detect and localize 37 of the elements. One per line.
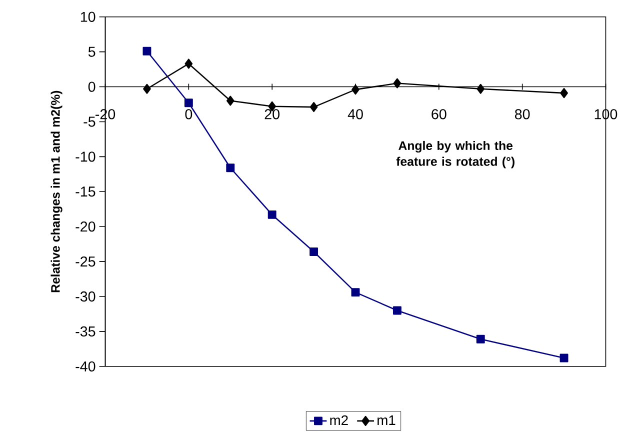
- y-tick-label: 10: [80, 12, 96, 22]
- point: [393, 78, 402, 88]
- x-tick-label: 0: [185, 109, 192, 120]
- x-tick-label: 40: [348, 109, 363, 120]
- point: [392, 306, 402, 315]
- point: [351, 288, 360, 297]
- point: [476, 334, 485, 344]
- point: [310, 248, 318, 256]
- point: [184, 98, 193, 108]
- y-axis-title: Relative changes in m1 and m2(%): [50, 90, 62, 292]
- point: [560, 354, 568, 362]
- point: [268, 210, 276, 219]
- y-tick-label: -30: [76, 291, 96, 302]
- y-tick-label: 5: [88, 46, 96, 57]
- point: [560, 88, 568, 98]
- legend-label: m1: [378, 415, 396, 425]
- point: [142, 46, 152, 56]
- x-tick-label: 80: [514, 109, 530, 120]
- y-tick-label: -35: [76, 326, 96, 337]
- point: [476, 84, 485, 94]
- point: [184, 58, 193, 69]
- y-tick-label: -40: [76, 361, 96, 372]
- x-axis-title: Angle by which the feature is rotated (°): [396, 140, 514, 168]
- point: [226, 96, 234, 106]
- x-tick-label: 20: [264, 109, 280, 120]
- y-tick-label: -20: [76, 222, 96, 232]
- y-tick-label: -15: [76, 186, 96, 197]
- y-tick-label: 0: [88, 82, 96, 92]
- y-tick-label: -25: [76, 256, 96, 267]
- x-tick-label: 60: [432, 109, 446, 120]
- y-tick-label: -5: [84, 116, 96, 127]
- y-tick-label: -10: [76, 152, 96, 162]
- point: [143, 84, 151, 94]
- legend-label: m2: [330, 415, 348, 426]
- point: [352, 84, 360, 95]
- point: [226, 164, 235, 172]
- point: [310, 102, 318, 112]
